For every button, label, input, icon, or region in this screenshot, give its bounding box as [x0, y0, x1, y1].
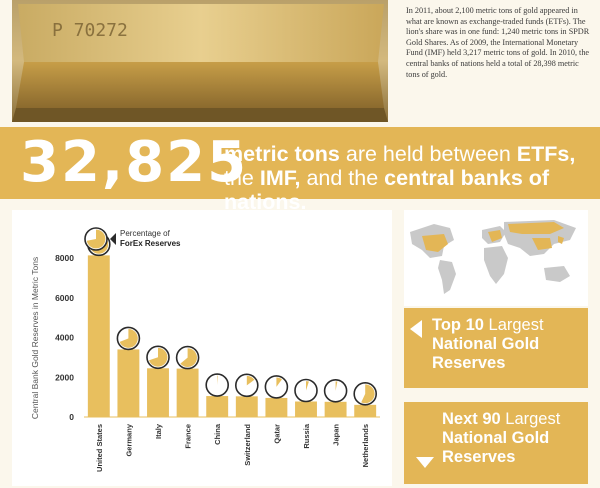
triangle-down-icon — [416, 457, 434, 468]
legend-pie-wedge — [86, 229, 106, 249]
forex-pie-8-wedge — [335, 381, 338, 391]
forex-pie-5-ring — [235, 373, 259, 398]
bar-russia — [295, 401, 317, 417]
legend-line1: Percentage of — [120, 229, 171, 238]
bar-qatar — [265, 397, 288, 417]
forex-pie-6-wedge — [276, 377, 282, 387]
forex-pie-9-wedge — [361, 384, 375, 404]
caption-metric-tons: metric tons — [224, 142, 340, 166]
next-90-strong: Next 90 — [442, 410, 501, 428]
y-axis-label: Central Bank Gold Reserves in Metric Ton… — [30, 257, 40, 419]
caption-imf: IMF, — [259, 166, 301, 190]
gold-bar-image: P 70272 — [12, 0, 388, 122]
next-90-rest: Largest — [500, 410, 561, 428]
world-map — [410, 220, 576, 294]
x-tick-label: United States — [95, 424, 104, 472]
headline-banner: 32,825 metric tons are held between ETFs… — [0, 127, 600, 214]
top-10-strong: Top 10 — [432, 316, 484, 334]
bar-japan — [324, 401, 347, 417]
bar-france — [176, 368, 199, 417]
y-tick-label: 2000 — [55, 372, 74, 382]
intro-paragraph: In 2011, about 2,100 metric tons of gold… — [406, 6, 590, 79]
next-90-legend: Next 90 Largest National Gold Reserves — [404, 402, 588, 484]
top-10-line3: Reserves — [432, 354, 506, 372]
forex-pie-4-ring — [205, 373, 229, 397]
legend-line2: ForEx Reserves — [120, 239, 181, 248]
top-10-line2: National Gold — [432, 335, 540, 353]
forex-pie-3-wedge — [180, 348, 198, 368]
bar-germany — [117, 349, 140, 417]
forex-pie-4-wedge — [217, 375, 218, 386]
x-tick-label: France — [184, 424, 193, 449]
world-map-panel — [404, 210, 588, 306]
legend-pointer-icon — [110, 233, 116, 245]
banner-caption: metric tons are held between ETFs, the I… — [224, 142, 600, 214]
x-tick-label: Switzerland — [243, 424, 252, 466]
x-tick-label: Japan — [332, 424, 341, 446]
bar-italy — [147, 368, 169, 417]
x-tick-label: Qatar — [272, 424, 281, 444]
bar-china — [206, 396, 229, 417]
top-10-legend: Top 10 Largest National Gold Reserves — [404, 308, 588, 388]
bar-serial: P 70272 — [52, 20, 128, 41]
top-10-rest: Largest — [483, 316, 544, 334]
caption-etfs: ETFs, — [516, 142, 576, 166]
x-tick-label: Italy — [154, 423, 163, 439]
y-tick-label: 8000 — [55, 253, 74, 263]
triangle-left-icon — [410, 320, 422, 338]
caption-between: are held between — [339, 142, 517, 166]
forex-pie-5-wedge — [246, 375, 255, 386]
bar-united-states — [87, 255, 110, 417]
y-tick-label: 0 — [69, 412, 74, 422]
next-90-label: Next 90 Largest National Gold Reserves — [442, 410, 560, 467]
reserves-chart-panel: Central Bank Gold Reserves in Metric Ton… — [12, 210, 392, 486]
caption-the: the — [224, 166, 260, 190]
y-tick-label: 4000 — [55, 333, 74, 343]
bar-switzerland — [235, 396, 258, 417]
top-10-label: Top 10 Largest National Gold Reserves — [432, 316, 544, 373]
bar-netherlands — [354, 404, 377, 417]
x-tick-label: Netherlands — [361, 424, 370, 467]
next-90-line2: National Gold — [442, 429, 550, 447]
x-tick-label: Germany — [124, 423, 133, 456]
x-tick-label: China — [213, 423, 222, 445]
forex-pie-1-wedge — [119, 329, 138, 348]
next-90-line3: Reserves — [442, 448, 516, 466]
forex-pie-7-wedge — [306, 381, 309, 391]
forex-pie-2-wedge — [149, 347, 168, 367]
x-tick-label: Russia — [302, 423, 311, 448]
reserves-bar-chart: Central Bank Gold Reserves in Metric Ton… — [30, 227, 380, 472]
y-tick-label: 6000 — [55, 293, 74, 303]
total-tonnage: 32,825 — [20, 130, 249, 195]
caption-and-the: and the — [300, 166, 385, 190]
